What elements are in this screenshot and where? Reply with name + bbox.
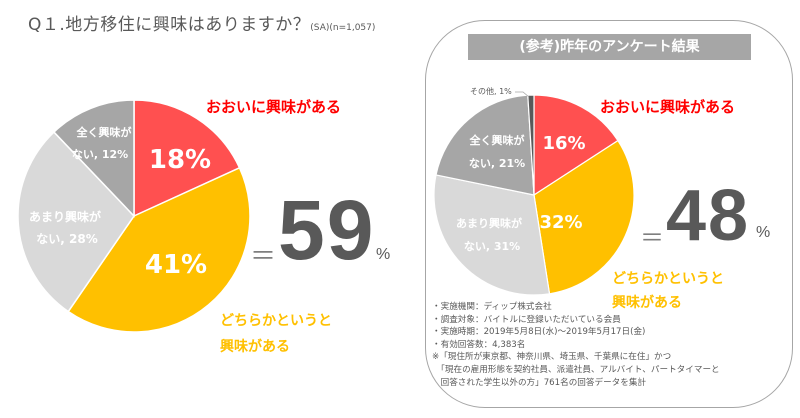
- ref-equals-sign: ＝: [640, 224, 664, 252]
- ref-slice-not-much: [433, 174, 551, 296]
- ref-legend-very-interested: おおいに興味がある: [600, 98, 736, 116]
- note-line: ・調査対象：バイトルに登録いただいている会員: [432, 314, 621, 325]
- note-line: ※「現住所が東京都、神奈川県、埼玉県、千葉県に在住」かつ: [432, 352, 672, 363]
- total-interested-value: 59: [278, 183, 376, 277]
- slice-very-interested: [133, 99, 241, 218]
- slice-label-very-interested: 18%: [149, 145, 211, 175]
- slice-not-much: [17, 130, 135, 313]
- ref-slice-label-not-much-1: あまり興味が: [456, 216, 522, 230]
- ref-legend-somewhat-line1: どちらかというと: [612, 271, 724, 287]
- reference-panel: [425, 20, 793, 408]
- question-title: Q１.地方移住に興味はありますか？(SA)(n=1,057): [28, 10, 375, 35]
- ref-slice-label-not-at-all-1: 全く興味が: [469, 133, 525, 147]
- ref-other-leader-line: [515, 91, 530, 98]
- note-line: 回答された学生以外の方」761名の回答データを集計: [432, 377, 647, 388]
- question-text: Q１.地方移住に興味はありますか？: [28, 15, 311, 35]
- ref-slice-label-very-interested: 16%: [542, 133, 585, 154]
- total-interested-unit: %: [376, 246, 391, 263]
- sample-meta: (SA)(n=1,057): [310, 23, 376, 33]
- slice-somewhat: [67, 166, 251, 333]
- legend-very-interested: おおいに興味がある: [206, 98, 342, 116]
- slice-label-somewhat: 41%: [145, 250, 207, 280]
- ref-total-interested-unit: %: [756, 224, 771, 241]
- ref-slice-very-interested: [533, 94, 619, 197]
- legend-somewhat-line1: どちらかというと: [220, 313, 332, 329]
- slice-label-not-much-2: ない, 28%: [36, 232, 97, 246]
- ref-slice-label-not-much-2: ない, 31%: [464, 240, 520, 253]
- reference-title: (参考)昨年のアンケート結果: [468, 34, 751, 60]
- note-line: ・実施時期：2019年5月8日(水)～2019年5月17日(金): [432, 327, 646, 338]
- note-line: ・実施機関：ディップ株式会社: [432, 302, 552, 312]
- ref-slice-not-at-all: [435, 94, 535, 196]
- note-line: 「現在の雇用形態を契約社員、派遣社員、アルバイト、パートタイマーと: [432, 364, 720, 375]
- ref-slice-label-not-at-all-2: ない, 21%: [469, 157, 525, 170]
- note-line: ・有効回答数：4,383名: [432, 339, 526, 350]
- slice-label-not-much-1: あまり興味が: [29, 209, 101, 224]
- survey-notes: ・実施機関：ディップ株式会社 ・調査対象：バイトルに登録いただいている会員 ・実…: [432, 301, 720, 389]
- ref-slice-label-somewhat: 32%: [539, 212, 582, 233]
- slice-label-not-at-all-1: 全く興味が: [76, 125, 132, 139]
- legend-somewhat-line2: 興味がある: [220, 339, 290, 355]
- slice-not-at-all: [52, 99, 135, 218]
- ref-slice-other: [527, 94, 535, 196]
- ref-slice-label-other: その他, 1%: [470, 86, 512, 96]
- ref-total-interested-value: 48: [666, 176, 751, 256]
- equals-sign: ＝: [250, 242, 277, 272]
- ref-legend-somewhat-line2: 興味がある: [612, 295, 682, 311]
- ref-slice-somewhat: [533, 139, 635, 295]
- slice-label-not-at-all-2: ない, 12%: [72, 148, 128, 161]
